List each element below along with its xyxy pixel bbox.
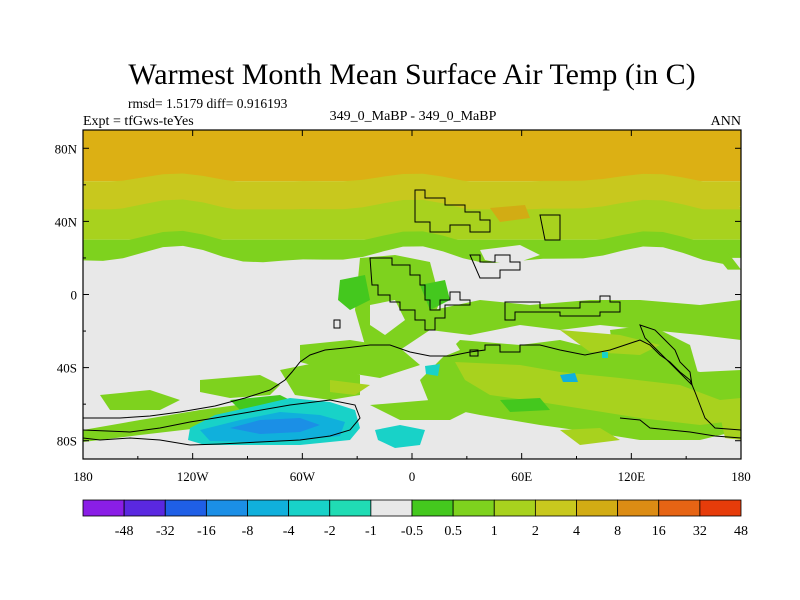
x-tick-label: 60E bbox=[511, 469, 532, 484]
colorbar-box bbox=[411, 499, 454, 517]
colorbar-box bbox=[329, 499, 372, 517]
colorbar-label: -48 bbox=[115, 524, 134, 539]
y-tick-label: 0 bbox=[71, 288, 78, 303]
x-tick-label: 180 bbox=[73, 469, 93, 484]
colorbar-box bbox=[699, 499, 742, 517]
x-tick-label: 180 bbox=[731, 469, 751, 484]
yellow-green-fields bbox=[330, 330, 741, 445]
y-tick-label: 80S bbox=[57, 434, 77, 449]
colorbar-label: -1 bbox=[365, 524, 377, 539]
colorbar-label: -2 bbox=[324, 524, 336, 539]
period-label: ANN bbox=[711, 114, 741, 129]
map-plot-area bbox=[83, 130, 741, 459]
colorbar-label: 1 bbox=[491, 524, 498, 539]
colorbar-box bbox=[617, 499, 660, 517]
colorbar-label: -8 bbox=[242, 524, 254, 539]
x-tick-label: 120E bbox=[618, 469, 646, 484]
y-tick-label: 80N bbox=[55, 141, 78, 156]
x-tick-label: 0 bbox=[409, 469, 416, 484]
lat-band-0 bbox=[83, 130, 741, 182]
colorbar: -48 -32 -16 -8 -4 -2 -1 -0.5 0.5 1 2 4 8 16 32 48 bbox=[82, 499, 748, 539]
colorbar-box bbox=[247, 499, 290, 517]
stats-line: rmsd= 1.5179 diff= 0.916193 bbox=[128, 96, 288, 111]
experiment-label: Expt = tfGws-teYes bbox=[83, 114, 194, 129]
green-dark-fields bbox=[230, 275, 550, 412]
x-axis: 180 120W 60W 0 60E 120E 180 bbox=[73, 130, 751, 484]
colorbar-box bbox=[82, 499, 125, 517]
colorbar-label: -32 bbox=[156, 524, 175, 539]
colorbar-label: 0.5 bbox=[444, 524, 462, 539]
cooling-anomaly-region bbox=[188, 352, 608, 448]
y-tick-label: 40N bbox=[55, 214, 78, 229]
band-edge-8 bbox=[83, 173, 741, 210]
chart-title: Warmest Month Mean Surface Air Temp (in … bbox=[128, 58, 695, 91]
colorbar-label: 4 bbox=[573, 524, 580, 539]
colorbar-box bbox=[534, 499, 577, 517]
colorbar-label: 8 bbox=[614, 524, 621, 539]
y-tick-label: 40S bbox=[57, 361, 77, 376]
colorbar-label: 2 bbox=[532, 524, 539, 539]
colorbar-label: -4 bbox=[283, 524, 295, 539]
colorbar-box bbox=[164, 499, 207, 517]
colorbar-label: -16 bbox=[197, 524, 216, 539]
continent-outlines bbox=[83, 189, 741, 446]
band-edge-4 bbox=[83, 199, 741, 237]
colorbar-box bbox=[658, 499, 701, 517]
x-tick-label: 120W bbox=[177, 469, 210, 484]
colorbar-box bbox=[123, 499, 166, 517]
colorbar-box bbox=[205, 499, 248, 517]
colorbar-box bbox=[576, 499, 619, 517]
warm-patch bbox=[490, 205, 530, 222]
x-tick-label: 60W bbox=[290, 469, 316, 484]
difference-label: 349_0_MaBP - 349_0_MaBP bbox=[330, 109, 497, 124]
y-axis: 80N 40N 0 40S 80S bbox=[55, 141, 741, 449]
colorbar-box bbox=[452, 499, 495, 517]
colorbar-box bbox=[288, 499, 331, 517]
colorbar-box bbox=[493, 499, 536, 517]
colorbar-box bbox=[370, 499, 413, 517]
colorbar-label: 48 bbox=[734, 524, 748, 539]
colorbar-label: 32 bbox=[693, 524, 707, 539]
colorbar-label: 16 bbox=[652, 524, 666, 539]
colorbar-label: -0.5 bbox=[401, 524, 423, 539]
